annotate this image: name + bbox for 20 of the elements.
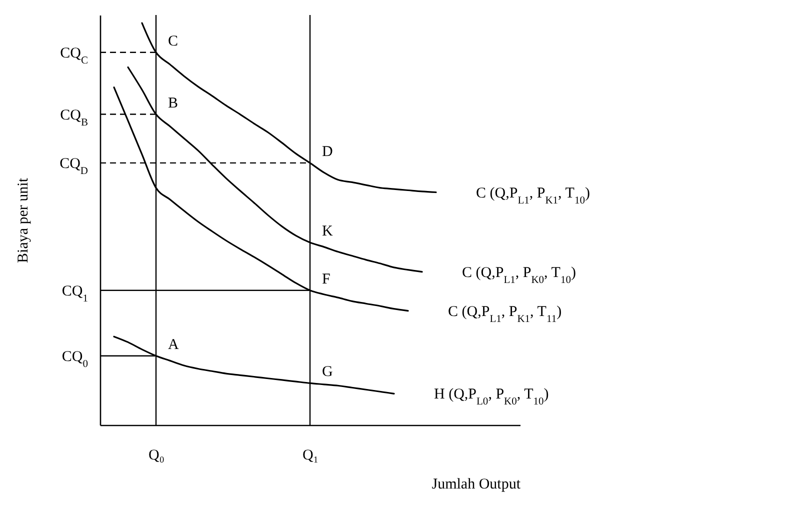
x-tick-label: Q₁ (302, 448, 319, 464)
text: C (Q,P$_{L1}$, P$_{K1}$, T$_{11}$) (448, 304, 562, 324)
annotation: G (322, 364, 333, 380)
ref-line-label: CQ$_{0}$ (62, 348, 88, 370)
ref-line-label: CQ$_{1}$ (62, 283, 88, 304)
text: C (Q,P$_{L1}$, P$_{K0}$, T$_{10}$) (462, 264, 576, 286)
annotation: B (168, 95, 178, 112)
ref-line-label: CQ$_{C}$ (60, 45, 88, 66)
x-tick-label: Q₀ (148, 448, 165, 464)
annotation: C (168, 33, 178, 50)
x-axis-title: Jumlah Output (432, 476, 522, 492)
annotation: K (322, 224, 333, 240)
ref-line-label: CQ$_{D}$ (60, 156, 88, 176)
text: H (Q,P$_{L0}$, P$_{K0}$, T$_{10}$) (434, 386, 549, 408)
ref-line-label: CQ$_{B}$ (60, 107, 88, 128)
y-axis-title: Biaya per unit (16, 177, 32, 263)
annotation: D (322, 144, 333, 160)
annotation: F (322, 271, 330, 288)
text: C (Q,P$_{L1}$, P$_{K1}$, T$_{10}$) (476, 185, 590, 206)
annotation: A (168, 336, 179, 353)
